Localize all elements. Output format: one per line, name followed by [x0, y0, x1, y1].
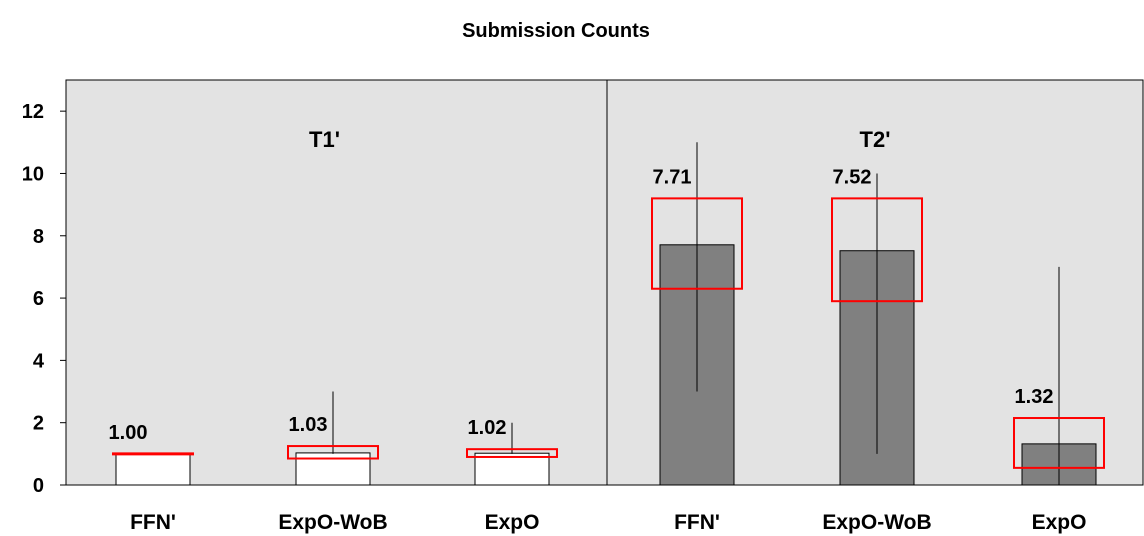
- box: [831, 197, 923, 303]
- box: [651, 197, 743, 290]
- x-tick-label: FFN': [674, 511, 720, 534]
- box: [287, 445, 379, 460]
- bar: [115, 453, 191, 486]
- x-tick-label: ExpO: [485, 511, 540, 534]
- x-tick-label: ExpO-WoB: [278, 511, 387, 534]
- panel-label: T2': [860, 127, 891, 152]
- x-tick-label: FFN': [130, 511, 176, 534]
- y-tick-label: 10: [22, 163, 44, 185]
- box: [1013, 417, 1105, 469]
- bar: [474, 452, 550, 486]
- chart-title: Submission Counts: [462, 20, 650, 42]
- y-tick-label: 0: [33, 475, 44, 497]
- y-tick-label: 12: [22, 101, 44, 123]
- data-label: 1.32: [1015, 386, 1054, 408]
- data-label: 1.00: [109, 422, 148, 444]
- panel-background: [65, 79, 608, 486]
- data-label: 7.71: [653, 166, 692, 188]
- box: [466, 448, 558, 458]
- data-label: 1.03: [289, 414, 328, 436]
- data-label: 1.02: [468, 417, 507, 439]
- y-tick-label: 6: [33, 288, 44, 310]
- panel-label: T1': [309, 127, 340, 152]
- plot-area: 0 2 4 6 8 10 12 T1' 1.00 FFN' 1.03 ExpO-WoB 1.02 ExpO…: [22, 79, 1144, 534]
- x-tick-label: ExpO: [1032, 511, 1087, 534]
- y-tick-label: 4: [33, 350, 45, 372]
- y-tick-label: 8: [33, 226, 44, 248]
- y-tick-label: 2: [33, 413, 44, 435]
- x-tick-label: ExpO-WoB: [822, 511, 931, 534]
- data-label: 7.52: [833, 166, 872, 188]
